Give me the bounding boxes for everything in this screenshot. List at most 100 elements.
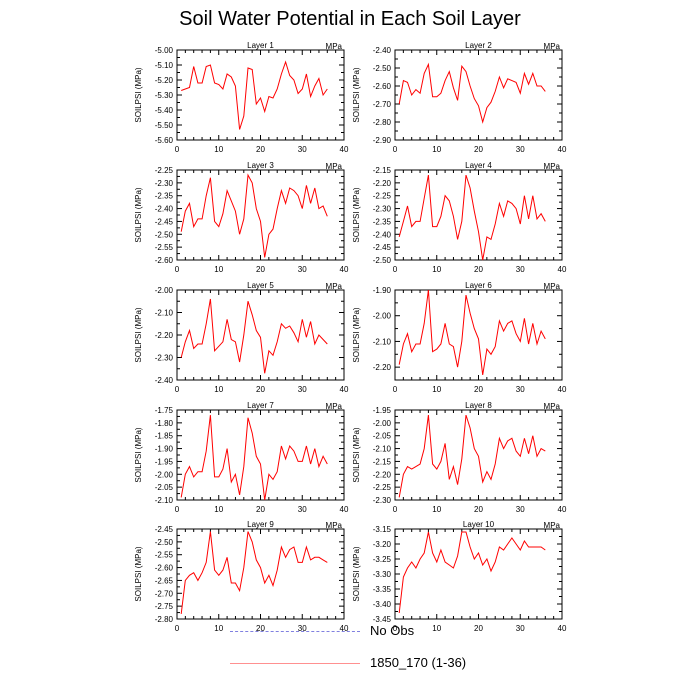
layer9-plot-frame [176, 528, 345, 620]
layer10-ytick-label: -3.20 [373, 540, 392, 549]
layer3-ytick-label: -2.35 [155, 192, 174, 201]
layer8-ytick-label: -2.25 [373, 483, 392, 492]
layer8-ytick-label: -2.30 [373, 496, 392, 505]
layer10-title: Layer 10 [463, 520, 495, 529]
layer8-ytick-label: -1.95 [373, 406, 392, 415]
layer5-ytick-label: -2.30 [155, 354, 174, 363]
layer7-xtick-label: 10 [214, 505, 223, 514]
layer3-ytick-label: -2.55 [155, 243, 174, 252]
layer1-ylabel: SOILPSI (MPa) [134, 67, 143, 122]
layer10-ytick-label: -3.40 [373, 600, 392, 609]
layer3-ytick-label: -2.60 [155, 256, 174, 265]
layer3-ytick-label: -2.45 [155, 217, 174, 226]
layer5-xtick-label: 0 [175, 385, 180, 394]
layer4-ytick-label: -2.50 [373, 256, 392, 265]
layer4-ytick-label: -2.25 [373, 192, 392, 201]
layer4-xtick-label: 10 [432, 265, 441, 274]
layer9-xtick-label: 30 [298, 624, 307, 633]
layer5-ytick-label: -2.10 [155, 309, 174, 318]
layer6-title: Layer 6 [465, 281, 492, 290]
layer9-series-line [180, 531, 328, 614]
layer5-xtick-label: 10 [214, 385, 223, 394]
layer4-series-line [398, 174, 546, 261]
layer1-ytick-label: -5.00 [155, 46, 174, 55]
layer7-xtick-label: 30 [298, 505, 307, 514]
layer9-xtick-label: 20 [256, 624, 265, 633]
layer7-unit: MPa [326, 402, 343, 411]
layer3-xtick-label: 10 [214, 265, 223, 274]
layer10-xtick-label: 40 [558, 624, 567, 633]
layer10-ytick-label: -3.45 [373, 615, 392, 624]
layer1-ytick-label: -5.30 [155, 91, 174, 100]
layer1-xtick-label: 0 [175, 145, 180, 154]
layer4-ytick-label: -2.40 [373, 230, 392, 239]
layer10-xtick-label: 10 [432, 624, 441, 633]
layer4-xtick-label: 40 [558, 265, 567, 274]
layer7-series-line [180, 415, 328, 501]
layer1-title: Layer 1 [247, 41, 274, 50]
layer5-xtick-label: 40 [340, 385, 349, 394]
layer4-ytick-label: -2.35 [373, 217, 392, 226]
layer4-xtick-label: 30 [516, 265, 525, 274]
layer1-ytick-label: -5.10 [155, 61, 174, 70]
layer7-ytick-label: -1.85 [155, 432, 174, 441]
layer3-unit: MPa [326, 162, 343, 171]
layer3-ytick-label: -2.40 [155, 205, 174, 214]
layer8-ytick-label: -2.05 [373, 432, 392, 441]
layer10-ytick-label: -3.15 [373, 525, 392, 534]
layer2-ytick-label: -2.40 [373, 46, 392, 55]
layer2-xtick-label: 40 [558, 145, 567, 154]
layer6-ylabel: SOILPSI (MPa) [352, 307, 361, 362]
layer4-ytick-label: -2.45 [373, 243, 392, 252]
layer9-ytick-label: -2.75 [155, 602, 174, 611]
layer6-ytick-label: -2.00 [373, 312, 392, 321]
layer3-plot-frame [176, 169, 345, 261]
layer10-unit: MPa [544, 521, 561, 530]
layer9-ytick-label: -2.55 [155, 551, 174, 560]
layer1-ytick-label: -5.60 [155, 136, 174, 145]
layer8-xtick-label: 0 [393, 505, 398, 514]
layer7-xtick-label: 0 [175, 505, 180, 514]
layer9-title: Layer 9 [247, 520, 274, 529]
layer1-xtick-label: 30 [298, 145, 307, 154]
layer8-ytick-label: -2.00 [373, 419, 392, 428]
layer8-unit: MPa [544, 402, 561, 411]
layer6-xtick-label: 20 [474, 385, 483, 394]
layer5-xtick-label: 20 [256, 385, 265, 394]
layer1-plot-frame [176, 49, 345, 141]
layer4-xtick-label: 0 [393, 265, 398, 274]
layer10-xtick-label: 30 [516, 624, 525, 633]
layer8-ylabel: SOILPSI (MPa) [352, 427, 361, 482]
layer7-plot-frame [176, 409, 345, 501]
layer4-ytick-label: -2.15 [373, 166, 392, 175]
layer10-ytick-label: -3.35 [373, 585, 392, 594]
layer6-xtick-label: 30 [516, 385, 525, 394]
layer8-ytick-label: -2.10 [373, 445, 392, 454]
layer7-xtick-label: 20 [256, 505, 265, 514]
layer6-plot-frame [394, 289, 563, 381]
layer3-ylabel: SOILPSI (MPa) [134, 187, 143, 242]
layer7-ytick-label: -1.95 [155, 457, 174, 466]
layer9-ytick-label: -2.80 [155, 615, 174, 624]
layer9-unit: MPa [326, 521, 343, 530]
layer6-xtick-label: 10 [432, 385, 441, 394]
layer3-series-line [180, 173, 328, 258]
legend-swatch-obs [230, 631, 360, 632]
layer2-series-line [398, 62, 546, 124]
layer8-xtick-label: 10 [432, 505, 441, 514]
layer9-ytick-label: -2.60 [155, 564, 174, 573]
layer2-ytick-label: -2.50 [373, 64, 392, 73]
layer4-xtick-label: 20 [474, 265, 483, 274]
layer3-title: Layer 3 [247, 161, 274, 170]
layer3-xtick-label: 40 [340, 265, 349, 274]
layer4-ytick-label: -2.30 [373, 205, 392, 214]
layer8-title: Layer 8 [465, 401, 492, 410]
layer5-ytick-label: -2.00 [155, 286, 174, 295]
layer2-xtick-label: 30 [516, 145, 525, 154]
layer3-xtick-label: 20 [256, 265, 265, 274]
legend-label-model: 1850_170 (1-36) [370, 655, 467, 670]
layer10-ytick-label: -3.30 [373, 570, 392, 579]
layer1-unit: MPa [326, 42, 343, 51]
layer4-title: Layer 4 [465, 161, 492, 170]
